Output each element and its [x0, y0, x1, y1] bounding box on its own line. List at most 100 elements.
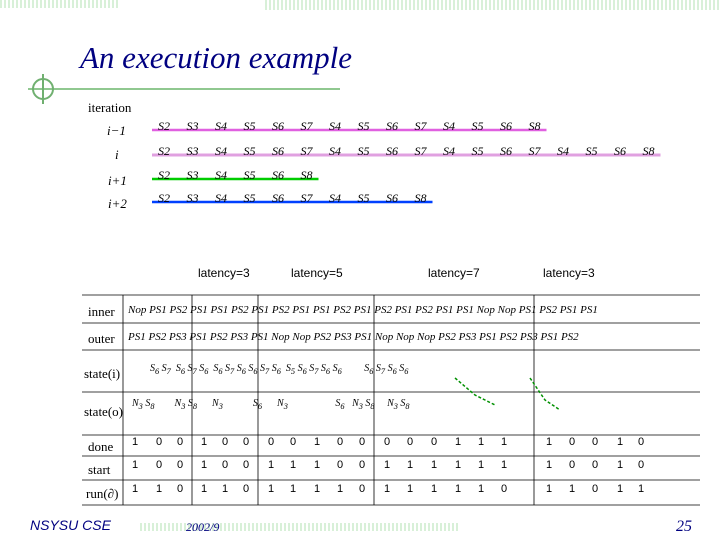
crosshair-vertical	[42, 74, 44, 104]
run-value-6: 1	[268, 483, 274, 495]
run-value-20: 1	[617, 483, 623, 495]
run-value-10: 0	[359, 483, 365, 495]
header-bar-left	[0, 0, 120, 8]
page-number: 25	[676, 518, 692, 535]
header-bar-right	[265, 0, 720, 10]
row-label-next: i+1	[108, 173, 127, 188]
row-label-prev: i−1	[107, 123, 126, 138]
done-value-14: 1	[455, 436, 461, 448]
done-value-16: 1	[501, 436, 507, 448]
statement-0-8: S6	[386, 119, 398, 133]
start-value-0: 1	[132, 459, 138, 471]
run-value-21: 1	[638, 483, 644, 495]
run-value-19: 0	[592, 483, 598, 495]
run-value-4: 1	[222, 483, 228, 495]
statement-1-3: S5	[244, 144, 256, 158]
run-value-11: 1	[384, 483, 390, 495]
statement-2-0: S2	[158, 168, 170, 182]
done-value-20: 1	[617, 436, 623, 448]
start-value-4: 0	[222, 459, 228, 471]
start-value-14: 1	[455, 459, 461, 471]
statement-1-11: S5	[472, 144, 484, 158]
done-value-2: 0	[177, 436, 183, 448]
state-i-cells: S6 S7 S6 S7 S6 S6 S7 S6 S6 S7 S6 S5 S6 S…	[150, 363, 409, 376]
run-value-15: 1	[478, 483, 484, 495]
iteration-label: iteration	[88, 100, 132, 115]
done-value-13: 0	[431, 436, 437, 448]
statement-3-7: S5	[358, 191, 370, 205]
done-value-10: 0	[359, 436, 365, 448]
done-value-8: 1	[314, 436, 320, 448]
start-value-8: 1	[314, 459, 320, 471]
table-label-inner: inner	[88, 304, 115, 319]
done-value-18: 0	[569, 436, 575, 448]
run-value-3: 1	[201, 483, 207, 495]
done-value-12: 0	[407, 436, 413, 448]
start-value-11: 1	[384, 459, 390, 471]
start-value-7: 1	[290, 459, 296, 471]
start-value-5: 0	[243, 459, 249, 471]
run-value-12: 1	[407, 483, 413, 495]
done-value-21: 0	[638, 436, 644, 448]
statement-2-5: S8	[301, 168, 313, 182]
statement-1-8: S6	[386, 144, 398, 158]
latency-1: latency=3	[198, 266, 250, 280]
statement-2-2: S4	[215, 168, 227, 182]
statement-3-1: S3	[187, 191, 199, 205]
start-value-3: 1	[201, 459, 207, 471]
statement-0-2: S4	[215, 119, 227, 133]
table-label-start: start	[88, 462, 111, 477]
start-value-17: 1	[546, 459, 552, 471]
latency-3: latency=7	[428, 266, 480, 280]
done-value-7: 0	[290, 436, 296, 448]
statement-3-3: S5	[244, 191, 256, 205]
statement-1-1: S3	[187, 144, 199, 158]
run-value-8: 1	[314, 483, 320, 495]
statement-3-6: S4	[329, 191, 341, 205]
statement-0-11: S5	[472, 119, 484, 133]
done-value-5: 0	[243, 436, 249, 448]
statement-0-7: S5	[358, 119, 370, 133]
run-value-1: 1	[156, 483, 162, 495]
run-value-18: 1	[569, 483, 575, 495]
statement-1-10: S4	[443, 144, 455, 158]
statement-1-5: S7	[301, 144, 314, 158]
statement-3-8: S6	[386, 191, 398, 205]
table-label-done: done	[88, 439, 114, 454]
done-value-4: 0	[222, 436, 228, 448]
start-value-9: 0	[337, 459, 343, 471]
done-value-1: 0	[156, 436, 162, 448]
statement-1-7: S5	[358, 144, 370, 158]
statement-1-17: S8	[643, 144, 655, 158]
done-value-11: 0	[384, 436, 390, 448]
done-value-3: 1	[201, 436, 207, 448]
statement-1-15: S5	[586, 144, 598, 158]
run-value-17: 1	[546, 483, 552, 495]
statement-1-14: S4	[557, 144, 569, 158]
statement-0-13: S8	[529, 119, 541, 133]
row-label-next2: i+2	[108, 196, 127, 211]
run-value-16: 0	[501, 483, 507, 495]
statement-1-9: S7	[415, 144, 428, 158]
run-value-7: 1	[290, 483, 296, 495]
start-value-10: 0	[359, 459, 365, 471]
table-label-state-o: state(o)	[84, 404, 123, 419]
statement-3-0: S2	[158, 191, 170, 205]
latency-4: latency=3	[543, 266, 595, 280]
statement-0-10: S4	[443, 119, 455, 133]
statement-0-1: S3	[187, 119, 199, 133]
start-value-21: 0	[638, 459, 644, 471]
run-value-13: 1	[431, 483, 437, 495]
start-value-13: 1	[431, 459, 437, 471]
title-underline	[28, 88, 340, 90]
execution-timeline: S2 S3 S4 S5 S6 S7 S4 S5 S6 S7 S4 S5 S6 S8 S2 S3 S4 S5 S6 S7…	[152, 119, 661, 205]
outer-sequence: PS1 PS2 PS3 PS1 PS2 PS3 PS1 Nop Nop PS2 …	[128, 331, 579, 343]
done-value-9: 0	[337, 436, 343, 448]
latency-2: latency=5	[291, 266, 343, 280]
statement-2-3: S5	[244, 168, 256, 182]
statement-3-9: S8	[415, 191, 427, 205]
statement-2-1: S3	[187, 168, 199, 182]
start-value-16: 1	[501, 459, 507, 471]
statement-3-4: S6	[272, 191, 284, 205]
statement-0-9: S7	[415, 119, 428, 133]
